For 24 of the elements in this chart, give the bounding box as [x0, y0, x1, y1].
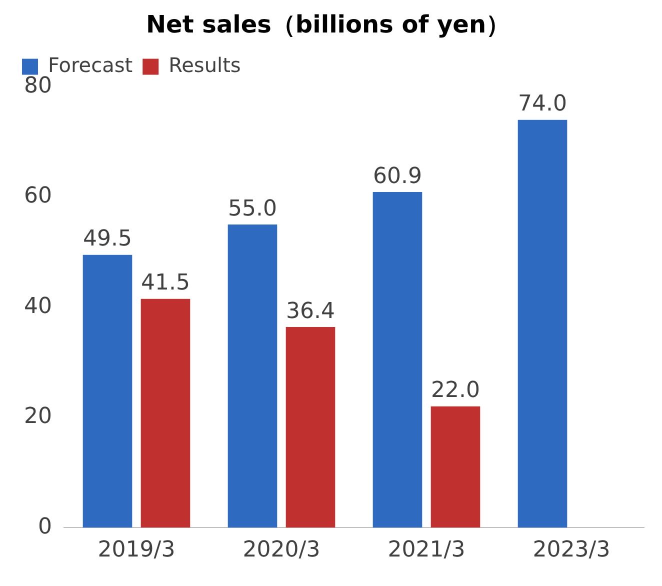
bar: [372, 192, 422, 528]
x-tick-label: 2020/3: [242, 538, 320, 563]
data-label: 49.5: [83, 226, 132, 252]
bar: [228, 224, 278, 528]
x-tick-label: 2019/3: [98, 538, 176, 563]
chart-title: Net sales（billions of yen）: [146, 10, 510, 39]
data-label: 22.0: [431, 378, 480, 404]
y-tick-label: 20: [24, 404, 52, 430]
bar: [82, 254, 132, 528]
bar: [430, 406, 480, 528]
y-tick-label: 0: [38, 514, 52, 540]
data-label: 41.5: [141, 270, 190, 296]
y-tick-label: 60: [24, 184, 52, 209]
data-label: 36.4: [286, 298, 335, 324]
bar: [518, 120, 568, 528]
x-tick-label: 2023/3: [532, 538, 610, 563]
bar: [286, 327, 336, 528]
bar: [140, 298, 190, 528]
data-label: 55.0: [228, 196, 277, 222]
x-tick-label: 2021/3: [388, 538, 466, 563]
data-label: 60.9: [373, 164, 422, 189]
legend-label: Results: [168, 53, 241, 78]
y-tick-label: 40: [24, 294, 52, 319]
data-label: 74.0: [518, 92, 567, 117]
